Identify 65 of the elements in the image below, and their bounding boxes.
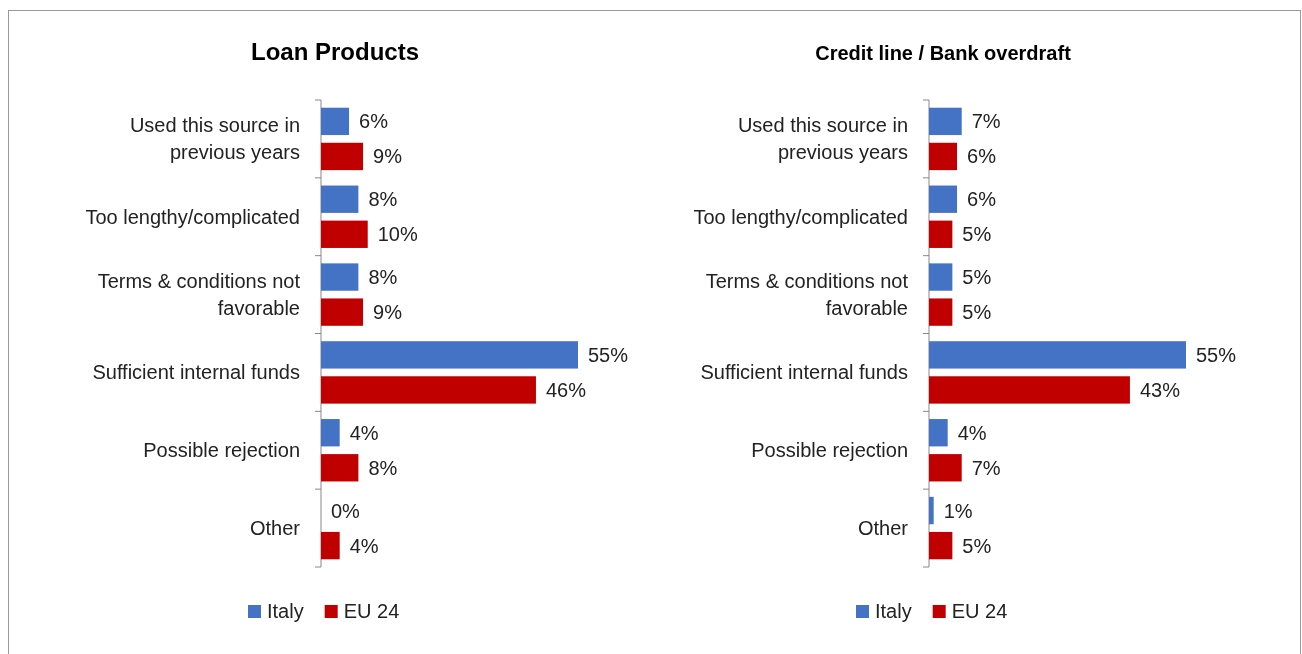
data-label: 8% — [368, 188, 398, 211]
bar — [321, 341, 578, 369]
bar — [929, 142, 958, 171]
bar — [321, 142, 364, 171]
data-label: 4% — [349, 534, 379, 557]
bar — [321, 220, 368, 248]
data-label: 4% — [349, 421, 379, 444]
data-label: 5% — [962, 223, 992, 246]
y-tick-label: Other — [857, 517, 909, 540]
data-label: 5% — [962, 534, 992, 557]
y-tick-label: Too lengthy/complicated — [85, 205, 300, 228]
data-label: 55% — [588, 343, 629, 366]
data-label: 0% — [331, 499, 361, 522]
bar — [929, 496, 934, 525]
legend-label: Italy — [875, 600, 912, 622]
bar — [929, 185, 958, 213]
data-label: 6% — [967, 145, 997, 168]
bar — [321, 185, 359, 213]
bar — [321, 263, 359, 291]
y-tick-label: Used this source in previous years — [737, 114, 908, 164]
data-label: 5% — [962, 301, 992, 324]
data-label: 55% — [1196, 343, 1237, 366]
data-label: 8% — [368, 266, 398, 289]
chart-title: Credit line / Bank overdraft — [815, 42, 1072, 64]
data-label: 46% — [545, 378, 587, 401]
y-tick-label: Too lengthy/complicated — [693, 205, 908, 228]
legend-label: EU 24 — [343, 600, 400, 622]
bar — [321, 419, 340, 447]
legend-label: EU 24 — [951, 600, 1008, 622]
bar — [321, 531, 340, 560]
data-label: 6% — [359, 110, 389, 133]
bar — [929, 454, 962, 482]
data-label: 8% — [368, 456, 398, 479]
y-tick-label: Sufficient internal funds — [700, 361, 908, 384]
bar — [929, 298, 953, 326]
bar — [929, 263, 953, 291]
bar — [321, 454, 359, 482]
data-label: 43% — [1139, 378, 1181, 401]
y-tick-label: Terms & conditions not favorable — [705, 270, 909, 320]
legend-label: Italy — [267, 600, 304, 622]
bar — [929, 220, 953, 248]
data-label: 9% — [373, 301, 403, 324]
bar — [321, 376, 536, 404]
y-tick-label: Possible rejection — [143, 439, 300, 462]
bar — [321, 298, 364, 326]
y-tick-label: Terms & conditions not favorable — [97, 270, 301, 320]
bar — [321, 107, 350, 136]
y-tick-label: Sufficient internal funds — [92, 361, 300, 384]
bar — [929, 107, 962, 136]
chart-title: Loan Products — [250, 38, 420, 65]
data-label: 9% — [373, 145, 403, 168]
data-label: 5% — [962, 266, 992, 289]
y-tick-label: Other — [249, 517, 301, 540]
data-label: 7% — [971, 110, 1001, 133]
data-label: 10% — [377, 223, 418, 246]
y-tick-label: Used this source in previous years — [129, 114, 300, 164]
data-label: 6% — [967, 188, 997, 211]
data-label: 1% — [943, 499, 973, 522]
bar — [929, 531, 953, 560]
bar — [929, 376, 1130, 404]
y-tick-label: Possible rejection — [751, 439, 908, 462]
bar — [929, 341, 1186, 369]
bar — [929, 419, 948, 447]
data-label: 7% — [971, 456, 1001, 479]
data-label: 4% — [957, 421, 987, 444]
